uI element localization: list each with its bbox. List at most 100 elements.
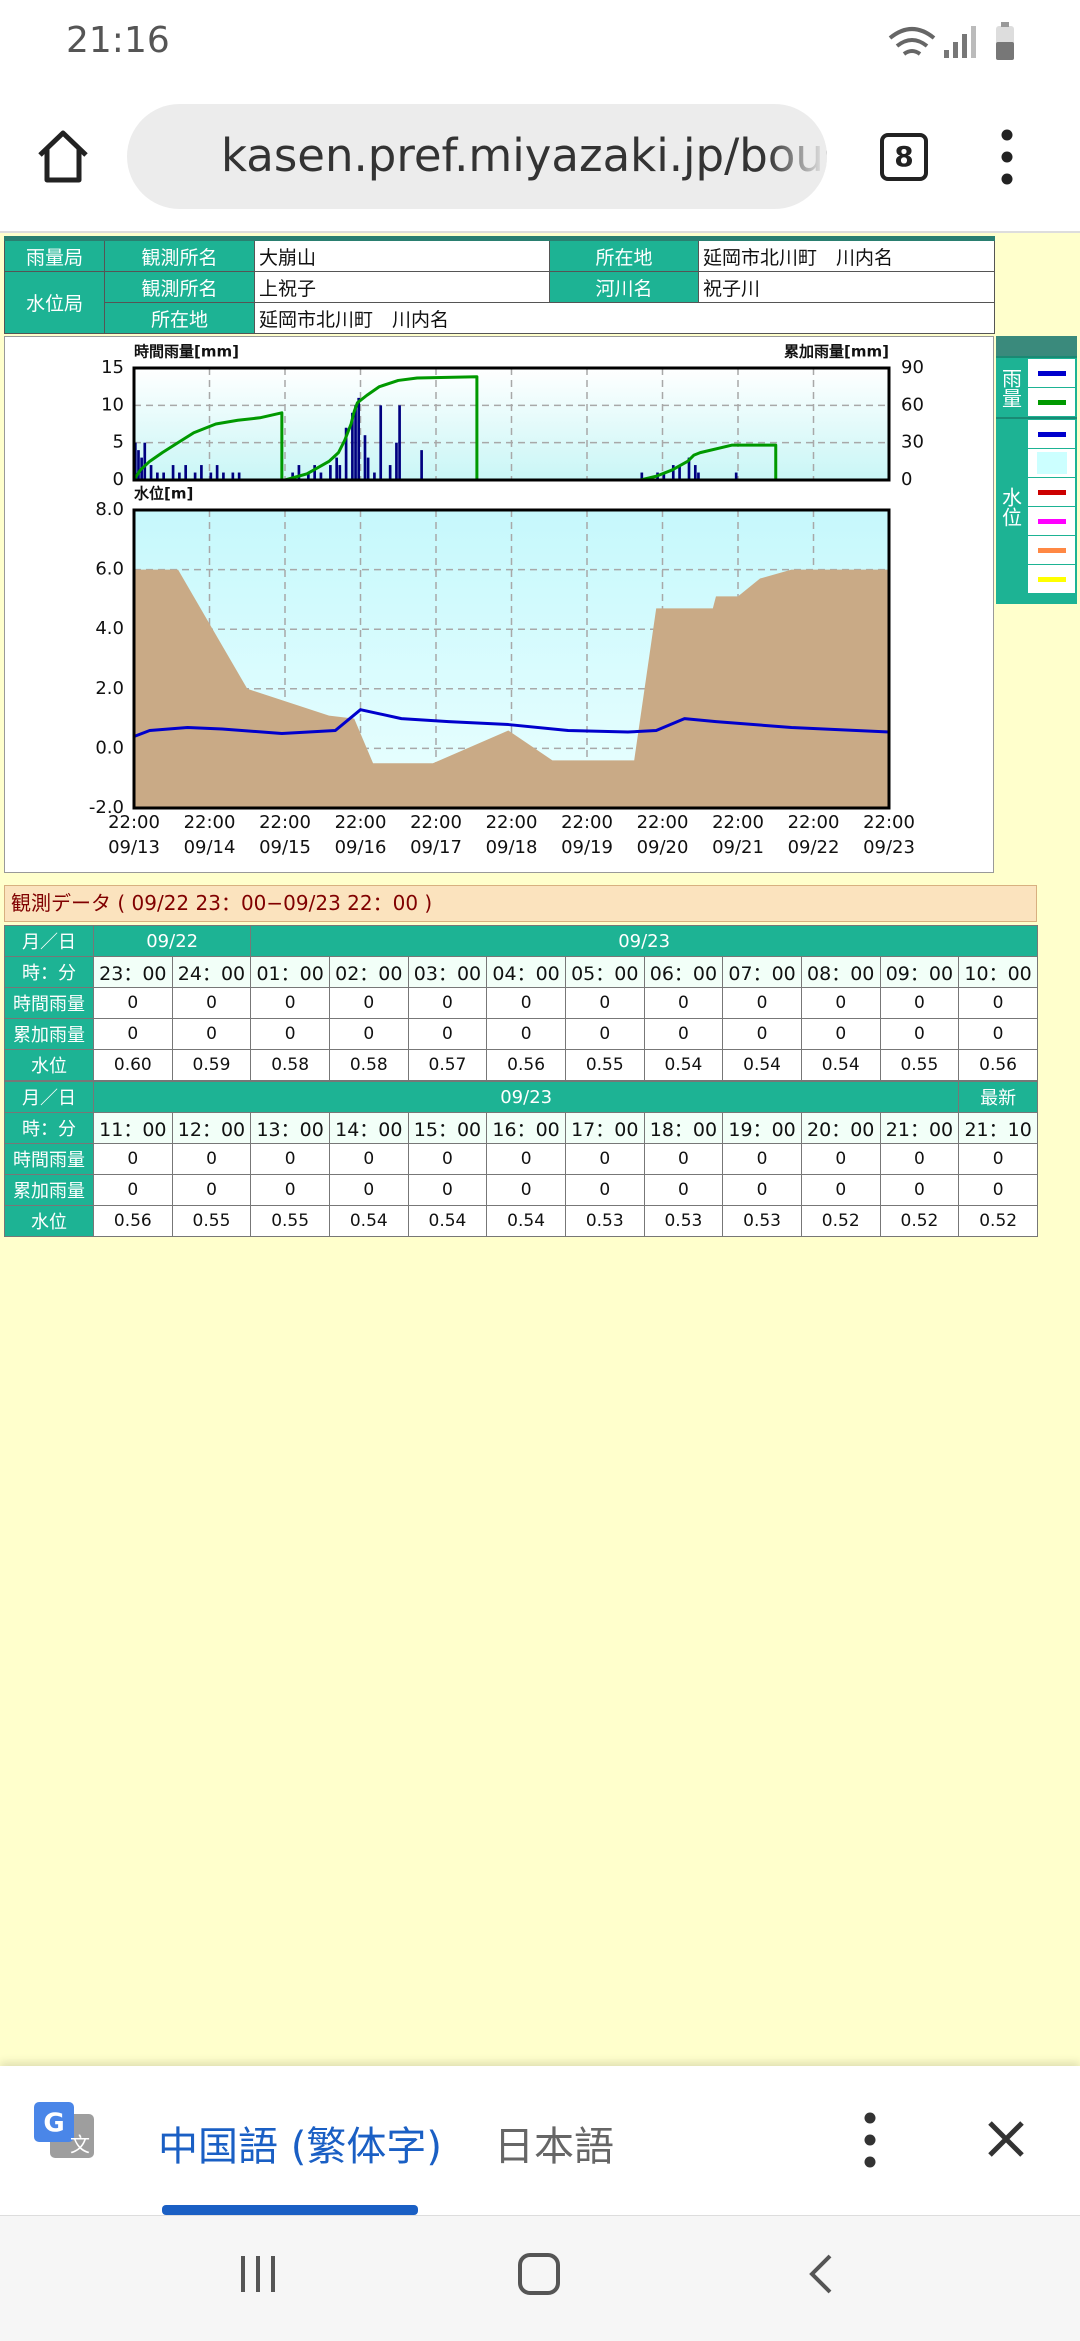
row-label: 時：分 <box>4 1112 94 1144</box>
x-tick-date: 09/23 <box>863 837 915 858</box>
time-cell: 05：00 <box>564 956 645 988</box>
water-level-cell: 0.54 <box>643 1049 724 1081</box>
legend-rain: 雨量 <box>996 356 1077 417</box>
info-header: 水位局 <box>4 271 105 334</box>
time-cell: 18：00 <box>643 1112 724 1144</box>
legend-cell <box>1028 565 1075 593</box>
rain-bar <box>388 465 392 480</box>
time-cell: 17：00 <box>564 1112 645 1144</box>
table-row: 時間雨量 0 0 0 0 0 0 0 0 0 0 0 0 <box>4 1143 1038 1175</box>
x-tick-label: 22:00 <box>712 812 764 833</box>
hourly-rain-cell: 0 <box>171 987 252 1019</box>
hourly-rain-cell: 0 <box>486 1143 566 1175</box>
translate-icons: G 文 <box>34 2102 1024 2215</box>
water-level-cell: 0.53 <box>722 1205 802 1237</box>
home-nav-button[interactable] <box>518 2253 560 2295</box>
info-header: 雨量局 <box>4 238 105 272</box>
legend-swatch <box>1037 518 1066 524</box>
hourly-rain-cell: 0 <box>879 987 960 1019</box>
translate-bar: G 文 中国語 (繁体字) 日本語 <box>0 2066 1080 2215</box>
info-value: 上祝子 <box>254 271 550 303</box>
rain-bar <box>178 472 181 480</box>
y2-axis-label: 累加雨量[mm] <box>784 343 889 361</box>
cumulative-rain-cell: 0 <box>486 1174 566 1206</box>
legend-swatches <box>1026 358 1077 417</box>
x-tick-label: 22:00 <box>108 812 160 833</box>
y2-tick-label: 60 <box>901 394 924 415</box>
chart-border <box>4 336 994 873</box>
rain-bar <box>398 405 401 480</box>
water-level-cell: 0.55 <box>171 1205 252 1237</box>
hourly-rain-cell: 0 <box>800 987 881 1019</box>
cumulative-rain-cell: 0 <box>407 1018 488 1050</box>
table-row: 水位 0.60 0.59 0.58 0.58 0.57 0.56 0.55 0.54 0.54 0.… <box>4 1049 1038 1081</box>
tab-count[interactable]: 8 <box>880 133 928 181</box>
cumulative-rain-cell: 0 <box>250 1018 330 1050</box>
rain-bar <box>354 405 357 480</box>
row-label: 水位 <box>4 1205 94 1237</box>
rain-bar <box>420 450 423 480</box>
x-tick-label: 22:00 <box>259 812 311 833</box>
x-tick-label: 22:00 <box>410 812 462 833</box>
cumulative-rain-cell: 0 <box>171 1174 252 1206</box>
table-row: 時：分 23：00 24：00 01：00 02：00 03：00 04：00 05：00 06… <box>4 956 1038 988</box>
translate-menu[interactable] <box>864 2112 876 2168</box>
rain-bar <box>162 472 165 480</box>
cumulative-rain-cell: 0 <box>486 1018 566 1050</box>
rain-bar <box>373 472 376 480</box>
date-cell: 最新 <box>958 1081 1038 1113</box>
menu-button[interactable] <box>1001 129 1013 185</box>
hourly-rain-cell: 0 <box>93 987 173 1019</box>
date-cell: 09/22 <box>92 925 252 957</box>
x-tick-date: 09/20 <box>637 837 689 858</box>
info-value: 延岡市北川町 川内名 <box>698 238 995 272</box>
cumulative-rain-cell: 0 <box>722 1018 802 1050</box>
y-tick-label: 5 <box>113 432 124 453</box>
x-tick-date: 09/13 <box>108 837 160 858</box>
rain-bar <box>395 442 398 480</box>
x-tick-date: 09/19 <box>561 837 613 858</box>
y-tick-label: 8.0 <box>95 499 124 520</box>
rain-bar <box>193 472 197 480</box>
language-option[interactable]: 中国語 (繁体字) <box>158 2124 442 2170</box>
observation-table: 月／日 09/23 最新 時：分 11：00 12：00 13：00 14：00 15：00 16… <box>4 1081 1038 1237</box>
recents-button[interactable] <box>241 2256 275 2292</box>
rain-bar <box>697 472 700 480</box>
x-tick-label: 22:00 <box>561 812 613 833</box>
rain-bar <box>363 435 367 480</box>
info-header: 河川名 <box>549 271 699 303</box>
status-time: 21:16 <box>66 20 170 61</box>
x-tick-date: 09/14 <box>184 837 236 858</box>
water-level-cell: 0.54 <box>800 1049 881 1081</box>
time-cell: 12：00 <box>171 1112 252 1144</box>
info-value: 祝子川 <box>698 271 995 303</box>
close-button[interactable] <box>988 2121 1024 2157</box>
address-bar[interactable]: kasen.pref.miyazaki.jp/bousa <box>127 104 827 209</box>
home-button[interactable] <box>38 130 88 183</box>
legend-cell <box>1028 507 1075 535</box>
observation-title: 観測データ ( 09/22 23：00−09/23 22：00 ) <box>4 885 1037 922</box>
y-tick-label: 2.0 <box>95 678 124 699</box>
rain-bar <box>237 472 241 480</box>
cumulative-rain-cell: 0 <box>93 1174 173 1206</box>
hourly-rain-cell: 0 <box>486 987 566 1019</box>
back-button[interactable] <box>809 2254 832 2294</box>
hourly-rain-cell: 0 <box>879 1143 960 1175</box>
table-row: 時間雨量 0 0 0 0 0 0 0 0 0 0 0 0 <box>4 987 1038 1019</box>
legend-swatches <box>1026 419 1077 594</box>
hourly-rain-cell: 0 <box>328 987 409 1019</box>
info-header: 所在地 <box>549 238 699 272</box>
y-axis-label: 水位[m] <box>134 485 193 503</box>
water-level-cell: 0.54 <box>722 1049 802 1081</box>
water-level-cell: 0.58 <box>328 1049 409 1081</box>
time-cell: 10：00 <box>958 956 1038 988</box>
legend-label: 水位 <box>998 486 1023 527</box>
rain-bar <box>149 465 153 480</box>
water-level-cell: 0.54 <box>486 1205 566 1237</box>
language-option[interactable]: 日本語 <box>494 2124 614 2170</box>
legend-swatch <box>1037 431 1066 437</box>
selected-underline <box>162 2205 418 2215</box>
rain-bar <box>640 472 644 480</box>
cumulative-rain-cell: 0 <box>879 1018 960 1050</box>
legend: 雨量 水位 <box>996 336 1077 604</box>
